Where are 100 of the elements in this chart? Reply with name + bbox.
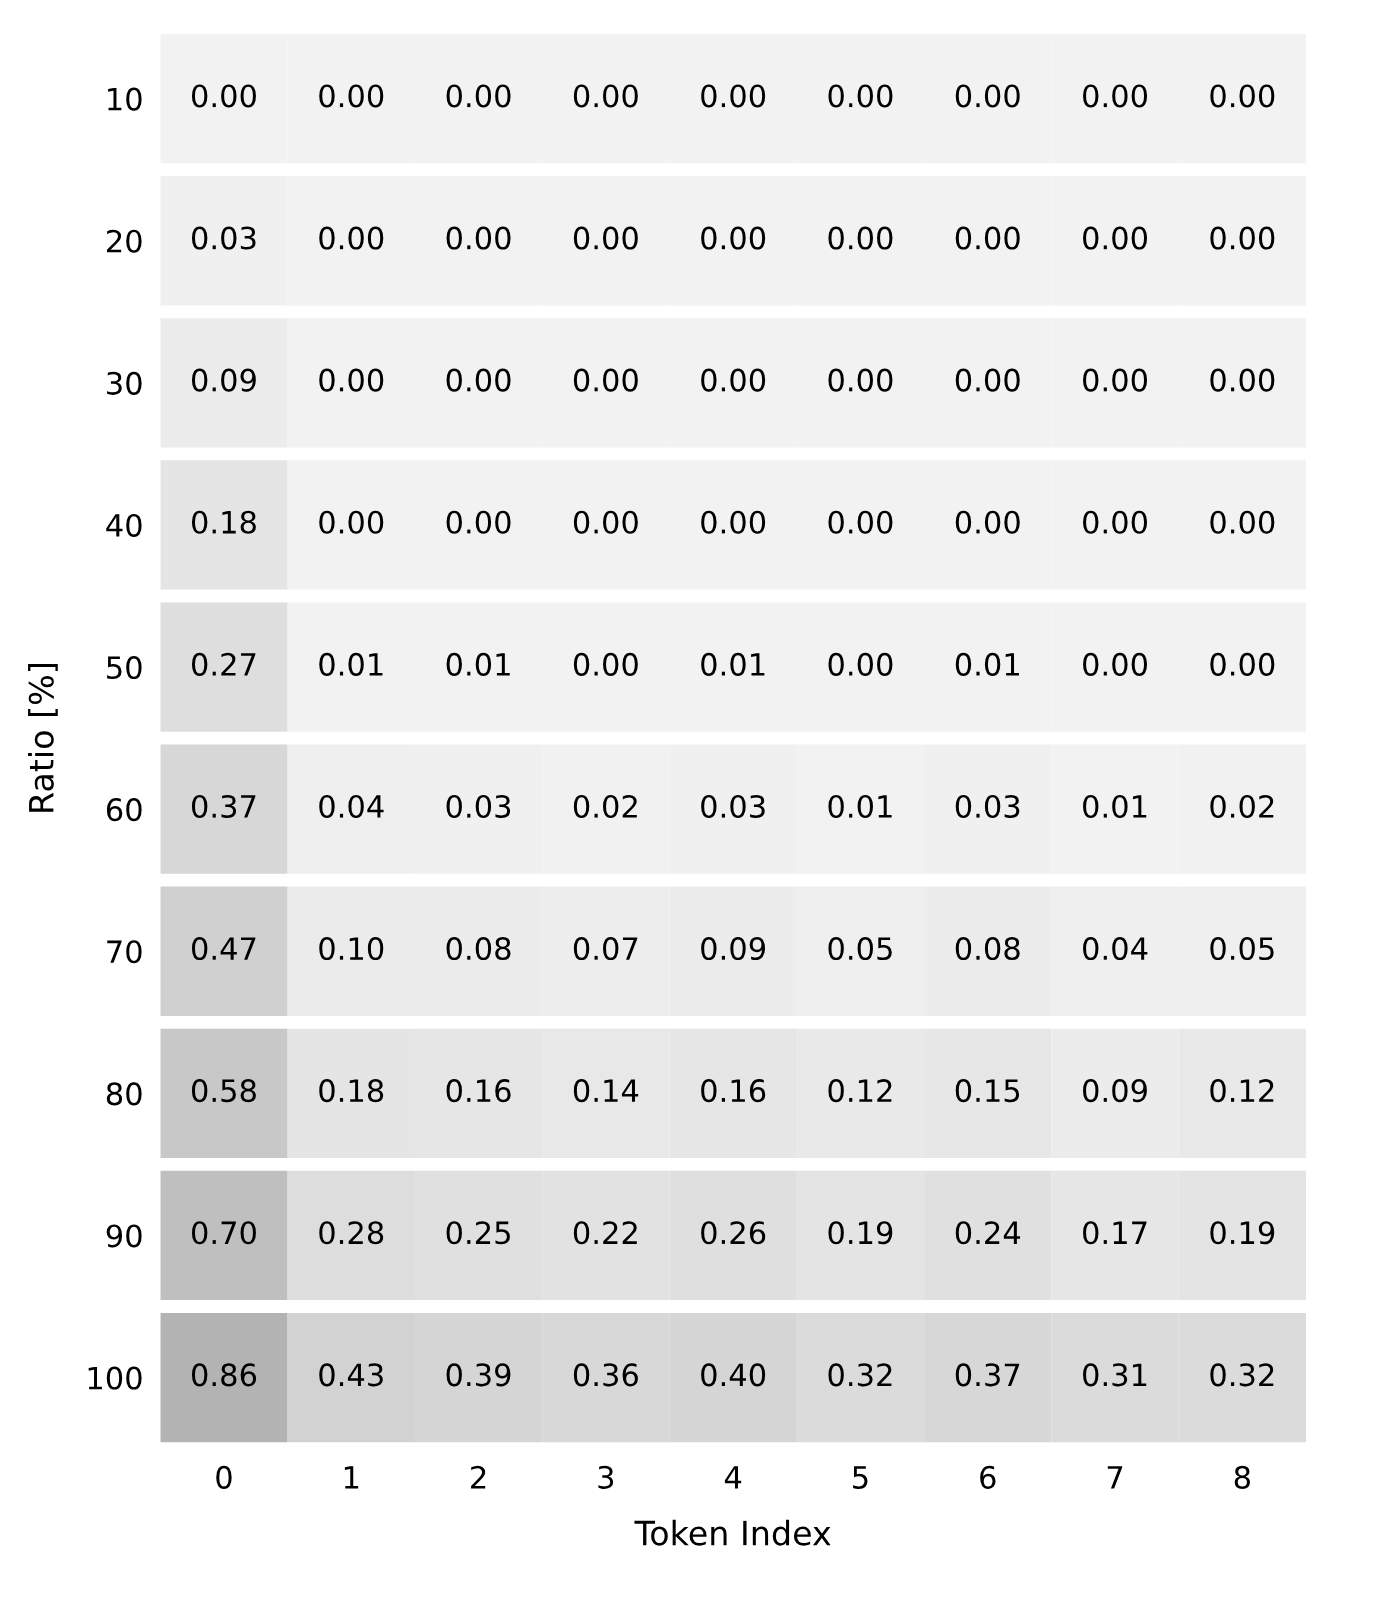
data-label: 0.01	[701, 652, 765, 676]
data-label: 0.00	[319, 510, 384, 534]
data-label: 0.00	[828, 652, 893, 676]
data-label: 0.18	[319, 1079, 384, 1103]
data-label: 0.00	[1210, 510, 1275, 534]
x-tick-label: 4	[724, 1466, 742, 1489]
data-label: 0.32	[1210, 1363, 1274, 1387]
data-label: 0.37	[955, 1363, 1020, 1387]
data-label: 0.16	[446, 1079, 511, 1103]
data-label: 0.01	[955, 652, 1019, 676]
data-label: 0.03	[701, 794, 765, 819]
data-label: 0.09	[1083, 1079, 1147, 1103]
y-axis-title: Ratio [%]	[28, 664, 58, 812]
data-label: 0.09	[701, 937, 766, 961]
data-label: 0.00	[1083, 226, 1148, 250]
data-label: 0.31	[1083, 1363, 1147, 1387]
data-label: 0.00	[446, 510, 511, 534]
data-label: 0.40	[701, 1363, 766, 1387]
y-tick-label: 60	[106, 798, 142, 822]
x-axis-title: Token Index	[634, 1519, 831, 1546]
x-tick-label: 8	[1234, 1465, 1250, 1489]
data-label: 0.01	[1083, 794, 1147, 819]
data-label: 0.58	[191, 1079, 256, 1103]
data-label: 0.00	[1083, 84, 1148, 108]
data-label: 0.16	[701, 1079, 766, 1103]
data-label: 0.00	[828, 368, 893, 392]
data-label: 0.00	[828, 510, 893, 534]
y-tick-label: 100	[88, 1366, 142, 1390]
data-label: 0.00	[955, 510, 1020, 534]
data-label: 0.00	[1210, 368, 1275, 392]
data-label: 0.04	[1083, 937, 1148, 961]
data-label: 0.00	[955, 226, 1020, 250]
data-label: 0.00	[446, 84, 511, 108]
data-label: 0.03	[191, 226, 256, 250]
data-label: 0.02	[1210, 794, 1274, 819]
data-label: 0.09	[191, 368, 256, 392]
data-label: 0.22	[573, 1221, 637, 1245]
data-label: 0.00	[573, 510, 638, 534]
data-label: 0.03	[955, 794, 1020, 819]
y-tick-label: 80	[106, 1082, 142, 1106]
data-label: 0.00	[573, 652, 638, 676]
data-label: 0.27	[191, 652, 256, 676]
data-label: 0.00	[701, 226, 766, 250]
data-label: 0.12	[1210, 1079, 1274, 1103]
data-label: 0.70	[191, 1221, 256, 1245]
y-tick-label: 90	[106, 1224, 142, 1248]
data-label: 0.00	[319, 368, 384, 392]
data-label: 0.00	[701, 84, 766, 108]
y-tick-label: 70	[107, 940, 142, 964]
data-label: 0.17	[1083, 1221, 1147, 1245]
x-tick-label: 0	[216, 1465, 232, 1489]
y-tick-label: 20	[107, 229, 142, 253]
y-tick-label: 30	[107, 371, 142, 395]
data-label: 0.47	[191, 937, 256, 961]
data-label: 0.08	[446, 937, 511, 961]
data-label: 0.00	[319, 226, 384, 250]
x-tick-label: 3	[598, 1465, 614, 1489]
data-label: 0.00	[1210, 226, 1275, 250]
data-label: 0.15	[955, 1079, 1020, 1103]
data-label: 0.39	[446, 1363, 511, 1387]
data-label: 0.00	[701, 510, 766, 534]
data-label: 0.43	[319, 1363, 383, 1387]
data-label: 0.00	[955, 84, 1020, 108]
data-label: 0.12	[828, 1079, 892, 1103]
data-label: 0.37	[191, 794, 256, 819]
data-label: 0.00	[1210, 652, 1275, 676]
x-tick-label: 2	[471, 1465, 486, 1489]
data-label: 0.00	[1210, 84, 1275, 108]
data-label: 0.18	[191, 510, 256, 534]
data-label: 0.00	[573, 368, 638, 392]
data-label: 0.00	[1083, 368, 1148, 392]
data-label: 0.04	[319, 794, 384, 819]
data-label: 0.00	[701, 368, 766, 392]
data-label: 0.00	[446, 368, 511, 392]
data-label: 0.10	[319, 937, 384, 961]
data-label: 0.00	[828, 84, 893, 108]
y-tick-label: 10	[108, 87, 142, 111]
data-label: 0.00	[828, 226, 893, 250]
data-label: 0.19	[828, 1221, 893, 1245]
x-tick-label: 1	[344, 1466, 359, 1489]
data-label: 0.86	[191, 1363, 257, 1387]
data-label: 0.00	[319, 84, 384, 108]
y-tick-label: 50	[107, 655, 142, 680]
data-label: 0.00	[446, 226, 511, 250]
x-tick-label: 7	[1107, 1466, 1123, 1489]
data-label: 0.26	[701, 1221, 766, 1245]
data-label: 0.02	[573, 794, 637, 819]
data-label: 0.01	[446, 652, 510, 676]
x-tick-label: 5	[853, 1466, 868, 1489]
y-tick-label: 40	[106, 513, 142, 537]
data-label: 0.14	[573, 1079, 639, 1103]
data-label: 0.00	[955, 368, 1020, 392]
data-label: 0.05	[828, 937, 892, 961]
data-label: 0.24	[955, 1221, 1021, 1245]
data-label: 0.00	[573, 84, 638, 108]
data-label: 0.00	[573, 226, 638, 250]
data-label: 0.00	[1083, 652, 1148, 676]
data-label: 0.00	[191, 84, 256, 108]
data-label: 0.01	[828, 794, 892, 819]
data-label: 0.01	[319, 652, 383, 676]
